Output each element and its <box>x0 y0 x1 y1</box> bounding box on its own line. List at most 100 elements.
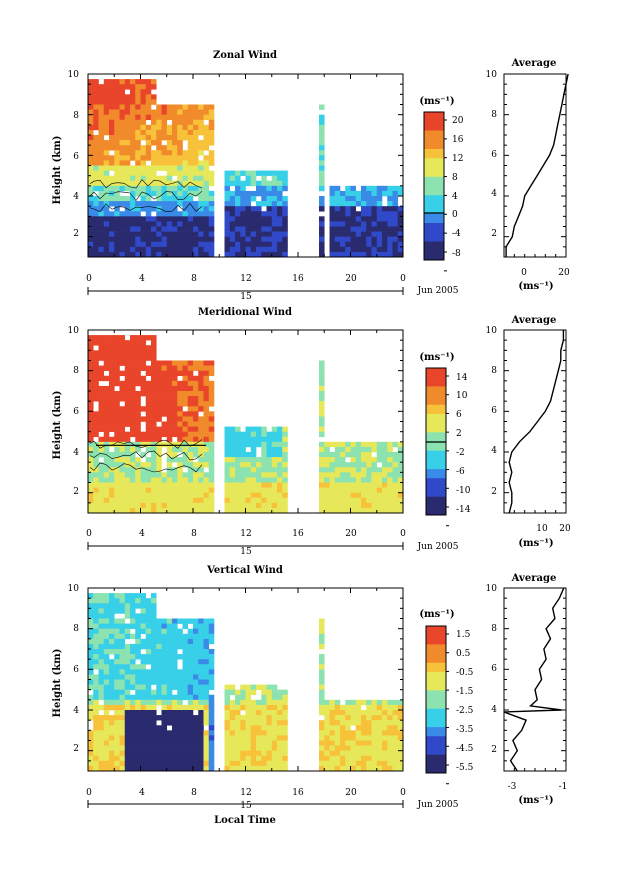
heatmap-cell <box>235 694 241 701</box>
heatmap-cell <box>103 94 110 100</box>
heatmap-cell <box>182 129 189 136</box>
heatmap-cell <box>114 165 120 171</box>
heatmap-cell <box>187 618 194 624</box>
heatmap-cell <box>334 462 341 468</box>
heatmap-cell <box>240 507 246 514</box>
heatmap-cell <box>182 365 189 371</box>
heatmap-cell <box>114 669 120 675</box>
heatmap-cell <box>119 649 126 655</box>
heatmap-cell <box>135 735 141 741</box>
heatmap-cell <box>271 487 278 493</box>
heatmap-cell <box>261 431 267 438</box>
heatmap-cell <box>182 502 189 509</box>
heatmap-cell <box>145 507 152 514</box>
heatmap-cell <box>182 446 189 453</box>
heatmap-cell <box>193 236 199 243</box>
heatmap-cell <box>156 226 162 232</box>
heatmap-cell <box>182 618 189 624</box>
heatmap-cell <box>319 221 325 227</box>
colorbar <box>425 625 449 785</box>
heatmap-cell <box>88 170 94 176</box>
heatmap-cell <box>145 679 152 685</box>
heatmap-cell <box>172 365 178 371</box>
heatmap-cell <box>203 472 210 478</box>
heatmap-cell <box>187 492 194 499</box>
heatmap-cell <box>256 755 262 762</box>
heatmap-cell <box>140 603 147 609</box>
heatmap-cell <box>88 507 94 514</box>
x-tick-label: 12 <box>240 274 251 284</box>
heatmap-cell <box>319 370 325 377</box>
heatmap-cell <box>88 340 94 346</box>
heatmap-cell <box>135 150 141 156</box>
heatmap-cell <box>319 385 325 392</box>
heatmap-cell <box>177 477 183 483</box>
heatmap-cell <box>130 674 136 680</box>
heatmap-cell <box>245 699 252 706</box>
heatmap-cell <box>334 441 341 448</box>
heatmap-cell <box>229 487 236 493</box>
heatmap-cell <box>119 446 126 453</box>
heatmap-cell <box>324 720 330 726</box>
heatmap-cell <box>203 654 210 660</box>
heatmap-cell <box>151 416 157 422</box>
heatmap-cell <box>109 221 115 227</box>
heatmap-cell <box>266 472 273 478</box>
heatmap-cell <box>187 135 194 141</box>
heatmap-cell <box>151 140 157 146</box>
heatmap-cell <box>350 507 357 514</box>
heatmap-cell <box>350 482 357 488</box>
heatmap-cell <box>161 135 168 141</box>
heatmap-cell <box>151 236 157 243</box>
heatmap-cell <box>329 725 336 731</box>
heatmap-cell <box>397 755 404 762</box>
heatmap-cell <box>235 196 241 202</box>
heatmap-cell <box>266 699 273 706</box>
heatmap-cell <box>135 360 141 366</box>
heatmap-cell <box>208 487 215 493</box>
heatmap-cell <box>193 730 199 736</box>
heatmap-cell <box>240 201 246 207</box>
heatmap-cell <box>124 180 131 187</box>
heatmap-cell <box>130 452 136 458</box>
heatmap-cell <box>229 206 236 212</box>
heatmap-cell <box>93 472 99 478</box>
heatmap-cell <box>266 482 273 488</box>
heatmap-cell <box>151 246 157 253</box>
heatmap-cell <box>345 482 351 488</box>
heatmap-cell <box>250 216 257 222</box>
heatmap-cell <box>156 370 162 377</box>
heatmap-cell <box>250 226 257 232</box>
heatmap-cell <box>329 251 336 258</box>
heatmap-cell <box>397 765 404 772</box>
heatmap-cell <box>166 659 173 665</box>
heatmap-cell <box>151 467 157 473</box>
heatmap-cell <box>103 231 110 237</box>
heatmap-cell <box>187 720 194 726</box>
y-tick-label: 8 <box>73 111 79 121</box>
heatmap-cell <box>350 704 357 711</box>
heatmap-cell <box>140 119 147 126</box>
heatmap-cell <box>182 664 189 670</box>
heatmap-cell <box>193 216 199 222</box>
heatmap-cell <box>114 659 120 665</box>
heatmap-cell <box>256 704 262 711</box>
heatmap-cell <box>266 730 273 736</box>
heatmap-cell <box>282 436 288 443</box>
heatmap-cell <box>266 487 273 493</box>
heatmap-cell <box>182 669 189 675</box>
heatmap-cell <box>198 231 204 237</box>
heatmap-cell <box>145 704 152 711</box>
heatmap-cell <box>392 704 399 711</box>
heatmap-cell <box>88 618 94 624</box>
heatmap-cell <box>177 109 183 115</box>
heatmap-cell <box>319 487 325 493</box>
heatmap-cell <box>119 664 126 670</box>
heatmap-cell <box>109 613 115 619</box>
heatmap-cell <box>172 406 178 412</box>
heatmap-cell <box>240 735 246 741</box>
heatmap-cell <box>340 462 346 468</box>
heatmap-cell <box>229 720 236 726</box>
x-tick-label: 16 <box>292 529 304 539</box>
heatmap-cell <box>271 436 278 443</box>
